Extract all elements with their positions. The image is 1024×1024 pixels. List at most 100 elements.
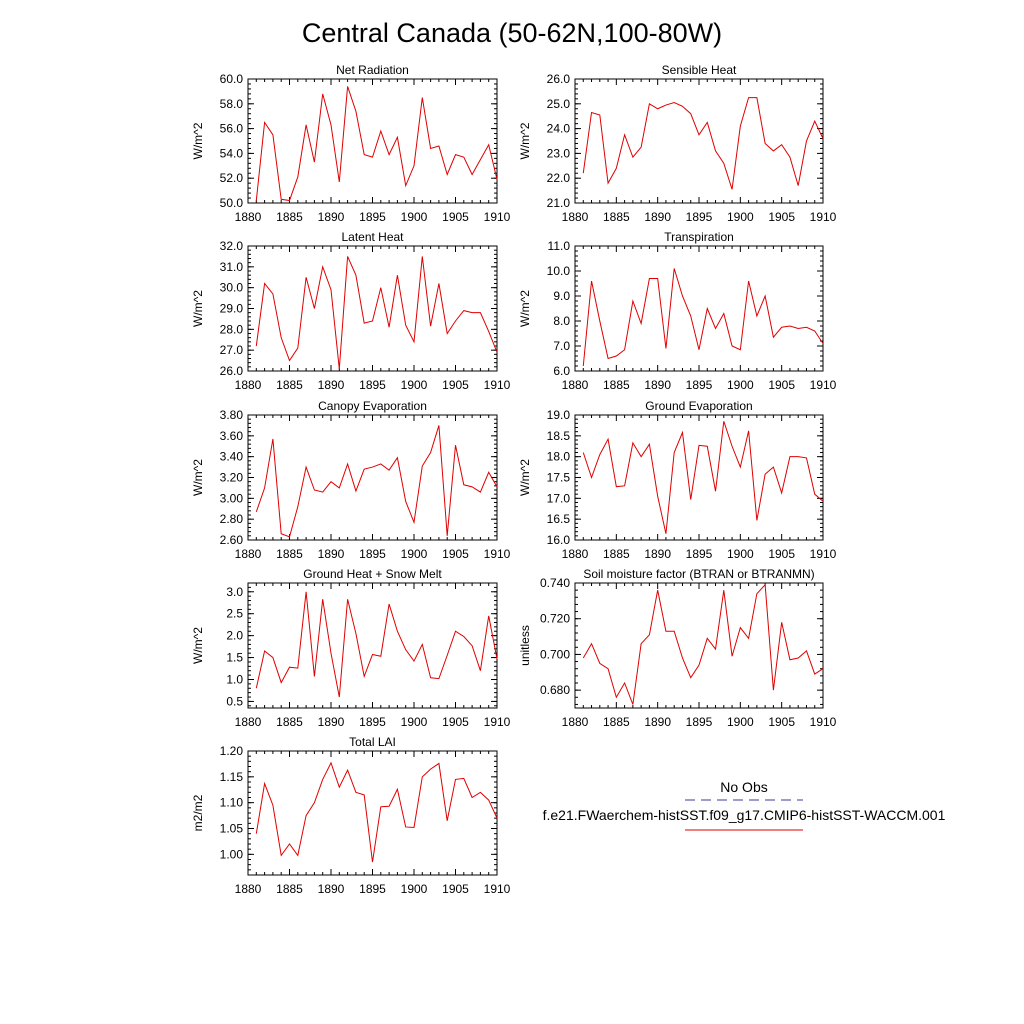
x-tick-label: 1880 <box>562 210 589 224</box>
panel-title: Ground Evaporation <box>645 399 752 413</box>
y-tick-label: 3.20 <box>220 471 244 485</box>
x-tick-label: 1910 <box>810 210 837 224</box>
y-axis-label: W/m^2 <box>191 122 205 159</box>
y-tick-label: 9.0 <box>553 289 570 303</box>
x-tick-label: 1910 <box>484 715 511 729</box>
plot-frame <box>574 582 824 709</box>
y-tick-label: 11.0 <box>548 239 571 253</box>
x-tick-label: 1900 <box>401 882 428 896</box>
y-tick-label: 1.0 <box>226 672 243 686</box>
panel-title: Ground Heat + Snow Melt <box>303 567 442 581</box>
y-axis-label: W/m^2 <box>518 459 532 496</box>
series-line <box>255 425 498 538</box>
figure-title: Central Canada (50-62N,100-80W) <box>302 18 722 48</box>
x-tick-label: 1900 <box>401 210 428 224</box>
x-tick-label: 1905 <box>442 547 469 561</box>
x-tick-label: 1905 <box>768 378 795 392</box>
series-line <box>255 761 498 863</box>
panel-title: Canopy Evaporation <box>318 399 427 413</box>
y-tick-label: 1.05 <box>220 822 244 836</box>
y-axis-label: m2/m2 <box>191 794 205 831</box>
y-axis-label: W/m^2 <box>191 459 205 496</box>
chart-panel: Total LAI m2/m2 1880 1885 1890 1895 1900 1905 19… <box>191 735 511 896</box>
x-tick-label: 1885 <box>603 715 630 729</box>
x-tick-label: 1885 <box>603 210 630 224</box>
y-tick-label: 16.5 <box>547 512 571 526</box>
series-line <box>582 583 824 705</box>
y-tick-label: 6.0 <box>553 364 570 378</box>
chart-panel: Canopy Evaporation W/m^2 1880 1885 1890 1895 1… <box>191 399 511 561</box>
panels: Net Radiation W/m^2 1880 1885 1890 1895 1900 19… <box>191 63 837 896</box>
x-tick-label: 1900 <box>401 715 428 729</box>
chart-panel: Latent Heat W/m^2 1880 1885 1890 1895 1900 1905… <box>191 230 511 392</box>
x-tick-label: 1900 <box>727 210 754 224</box>
x-tick-label: 1890 <box>644 378 671 392</box>
x-tick-label: 1910 <box>484 378 511 392</box>
x-tick-label: 1890 <box>318 547 345 561</box>
series-line <box>582 97 824 190</box>
y-axis-label: unitless <box>518 625 532 666</box>
x-tick-label: 1905 <box>768 715 795 729</box>
y-tick-label: 3.60 <box>220 429 244 443</box>
x-tick-label: 1895 <box>359 378 386 392</box>
x-tick-label: 1890 <box>644 547 671 561</box>
x-tick-label: 1905 <box>442 882 469 896</box>
panel-title: Latent Heat <box>341 230 404 244</box>
y-tick-label: 2.60 <box>220 533 244 547</box>
y-tick-label: 3.80 <box>220 408 244 422</box>
y-tick-label: 58.0 <box>220 97 244 111</box>
plot-frame <box>574 78 824 204</box>
panel-title: Total LAI <box>349 735 396 749</box>
plot-frame <box>247 414 498 541</box>
y-tick-label: 28.0 <box>220 322 244 336</box>
y-tick-label: 0.680 <box>540 683 570 697</box>
x-tick-label: 1900 <box>401 378 428 392</box>
x-tick-label: 1890 <box>318 378 345 392</box>
y-axis-label: W/m^2 <box>191 290 205 327</box>
plot-frame <box>247 78 498 204</box>
chart-panel: Net Radiation W/m^2 1880 1885 1890 1895 1900 19… <box>191 63 511 224</box>
x-tick-label: 1885 <box>603 547 630 561</box>
plot-frame <box>574 414 824 541</box>
y-tick-label: 2.0 <box>226 629 243 643</box>
x-tick-label: 1880 <box>562 715 589 729</box>
x-tick-label: 1880 <box>562 547 589 561</box>
chart-panel: Ground Evaporation W/m^2 1880 1885 1890 1895 1… <box>518 399 837 561</box>
x-tick-label: 1890 <box>318 715 345 729</box>
x-tick-label: 1880 <box>235 210 262 224</box>
y-tick-label: 17.5 <box>547 471 571 485</box>
y-tick-label: 29.0 <box>220 302 244 316</box>
series-line <box>255 256 498 369</box>
x-tick-label: 1890 <box>318 882 345 896</box>
chart-panel: Sensible Heat W/m^2 1880 1885 1890 1895 1900 19… <box>518 63 837 224</box>
y-tick-label: 1.20 <box>220 744 244 758</box>
y-tick-label: 3.00 <box>220 491 244 505</box>
plot-frame <box>247 582 498 709</box>
y-tick-label: 31.0 <box>220 260 244 274</box>
y-tick-label: 24.0 <box>547 122 571 136</box>
series-line <box>582 421 824 534</box>
x-tick-label: 1895 <box>686 378 713 392</box>
x-tick-label: 1880 <box>235 882 262 896</box>
y-tick-label: 23.0 <box>547 146 571 160</box>
x-tick-label: 1890 <box>644 715 671 729</box>
y-tick-label: 17.0 <box>547 491 571 505</box>
y-tick-label: 60.0 <box>220 72 244 86</box>
panel-title: Sensible Heat <box>662 63 737 77</box>
x-tick-label: 1905 <box>442 715 469 729</box>
x-tick-label: 1905 <box>768 210 795 224</box>
y-tick-label: 10.0 <box>547 264 571 278</box>
x-tick-label: 1910 <box>810 547 837 561</box>
y-axis-label: W/m^2 <box>518 122 532 159</box>
x-tick-label: 1885 <box>276 715 303 729</box>
x-tick-label: 1880 <box>235 378 262 392</box>
y-tick-label: 0.5 <box>226 694 243 708</box>
x-tick-label: 1900 <box>401 547 428 561</box>
y-tick-label: 0.720 <box>540 612 570 626</box>
chart-panel: Ground Heat + Snow Melt W/m^2 1880 1885 1890… <box>191 567 511 729</box>
x-tick-label: 1910 <box>810 378 837 392</box>
legend-model-label: f.e21.FWaerchem-histSST.f09_g17.CMIP6-hi… <box>543 807 946 823</box>
x-tick-label: 1885 <box>276 547 303 561</box>
y-tick-label: 1.00 <box>220 847 244 861</box>
